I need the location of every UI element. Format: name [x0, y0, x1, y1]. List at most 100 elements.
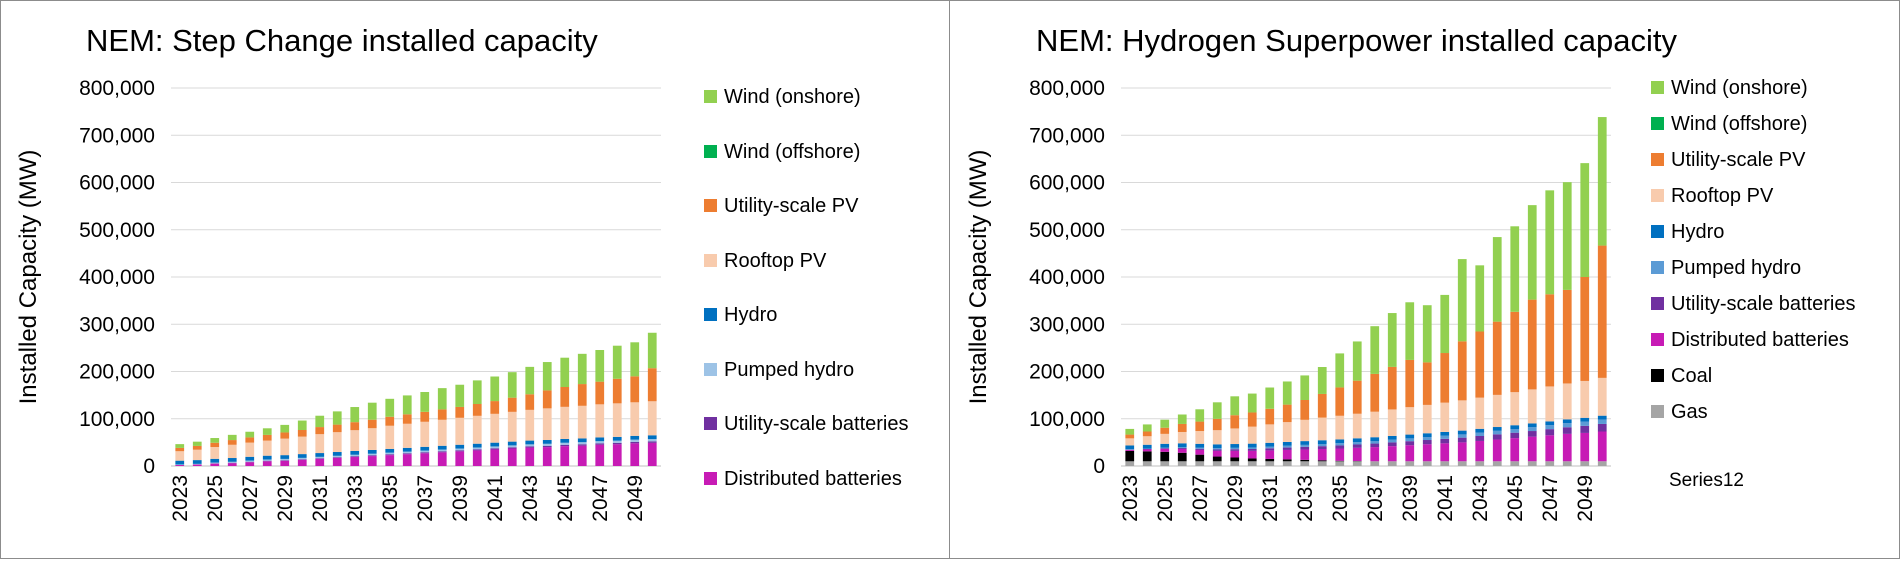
- bar-segment: [332, 424, 342, 433]
- bar-segment: [1282, 422, 1292, 442]
- bar-segment: [175, 465, 185, 466]
- x-tick-label: 2049: [624, 475, 647, 522]
- legend-label: Gas: [1671, 401, 1708, 423]
- bar-segment: [1282, 445, 1292, 448]
- bar-segment: [332, 411, 342, 425]
- x-tick-label: 2029: [274, 475, 297, 522]
- bar-segment: [1405, 302, 1415, 360]
- bar-segment: [525, 409, 535, 441]
- bar-segment: [577, 442, 587, 445]
- bar-segment: [1177, 423, 1187, 432]
- legend-swatch: [704, 308, 717, 321]
- bar-segment: [1527, 389, 1537, 424]
- bar-segment: [525, 447, 535, 466]
- bar-segment: [175, 447, 185, 452]
- bar-segment: [1300, 449, 1310, 460]
- x-tick-label: 2035: [1329, 475, 1352, 522]
- bar-segment: [227, 440, 237, 445]
- bar-segment: [315, 456, 325, 459]
- bar-segment: [1562, 289, 1572, 384]
- chart-title: NEM: Step Change installed capacity: [86, 23, 598, 58]
- bar-segment: [1527, 423, 1537, 428]
- bar-segment: [1352, 442, 1362, 445]
- bar-segment: [262, 455, 272, 460]
- bar-segment: [1282, 441, 1292, 446]
- bar-segment: [245, 431, 255, 438]
- bar-segment: [455, 448, 465, 451]
- bar-segment: [1160, 443, 1170, 448]
- bar-segment: [1387, 366, 1397, 410]
- bar-segment: [1300, 461, 1310, 466]
- y-tick-label: 800,000: [79, 77, 155, 100]
- bar-segment: [1562, 427, 1572, 434]
- legend-label: Hydro: [1671, 221, 1725, 243]
- bar-segment: [455, 451, 465, 466]
- bar-segment: [192, 449, 202, 461]
- bar-segment: [367, 455, 377, 457]
- bar-segment: [1212, 430, 1222, 445]
- bar-segment: [542, 447, 552, 466]
- bar-segment: [542, 362, 552, 391]
- bar-segment: [577, 445, 587, 466]
- legend-swatch: [1651, 189, 1664, 202]
- bar-segment: [647, 435, 657, 440]
- bar-segment: [1142, 461, 1152, 466]
- bar-segment: [402, 414, 412, 424]
- y-tick-label: 200,000: [1029, 361, 1105, 384]
- bar-segment: [1335, 461, 1345, 466]
- bar-segment: [1142, 451, 1152, 462]
- bar-segment: [1177, 452, 1187, 462]
- bar-segment: [1335, 387, 1345, 416]
- bar-segment: [1545, 294, 1555, 387]
- legend-label: Distributed batteries: [724, 467, 902, 490]
- bar-segment: [192, 464, 202, 466]
- bar-segment: [1457, 341, 1467, 401]
- bar-segment: [1440, 431, 1450, 436]
- bar-segment: [1300, 446, 1310, 450]
- bar-segment: [647, 441, 657, 443]
- bar-segment: [1387, 435, 1397, 440]
- bar-segment: [1335, 353, 1345, 388]
- bar-segment: [1142, 436, 1152, 445]
- y-tick-label: 700,000: [79, 124, 155, 147]
- bar-segment: [1352, 461, 1362, 466]
- bar-segment: [280, 458, 290, 461]
- bar-segment: [542, 443, 552, 446]
- bar-segment: [1492, 394, 1502, 428]
- x-tick-label: 2029: [1224, 475, 1247, 522]
- x-tick-label: 2043: [1469, 475, 1492, 522]
- bar-segment: [1562, 461, 1572, 466]
- x-tick-label: 2027: [1189, 475, 1212, 522]
- bar-segment: [647, 401, 657, 436]
- bar-segment: [595, 441, 605, 444]
- bar-segment: [1317, 446, 1327, 449]
- bar-segment: [1247, 447, 1257, 449]
- bar-segment: [1230, 457, 1240, 462]
- bar-segment: [490, 376, 500, 402]
- bar-segment: [1580, 461, 1590, 466]
- bar-segment: [1422, 362, 1432, 405]
- legend-swatch: [704, 253, 717, 267]
- legend-label: Rooftop PV: [724, 249, 827, 272]
- bar-segment: [402, 453, 412, 455]
- bar-segment: [507, 372, 517, 398]
- bar-segment: [595, 381, 605, 405]
- bar-segment: [1317, 460, 1327, 462]
- legend-swatch: [1651, 297, 1664, 310]
- bar-segment: [280, 438, 290, 456]
- bar-segment: [210, 442, 220, 448]
- bar-segment: [280, 460, 290, 466]
- bar-segment: [560, 446, 570, 466]
- bar-segment: [1457, 259, 1467, 342]
- bar-segment: [455, 384, 465, 407]
- bar-segment: [525, 394, 535, 410]
- bar-segment: [262, 459, 272, 461]
- bar-segment: [1317, 417, 1327, 441]
- legend-swatch: [704, 417, 717, 430]
- bar-segment: [1510, 226, 1520, 312]
- bar-segment: [332, 452, 342, 456]
- bar-segment: [490, 442, 500, 447]
- bar-segment: [297, 420, 307, 430]
- bar-segment: [420, 421, 430, 447]
- legend-swatch: [704, 362, 717, 376]
